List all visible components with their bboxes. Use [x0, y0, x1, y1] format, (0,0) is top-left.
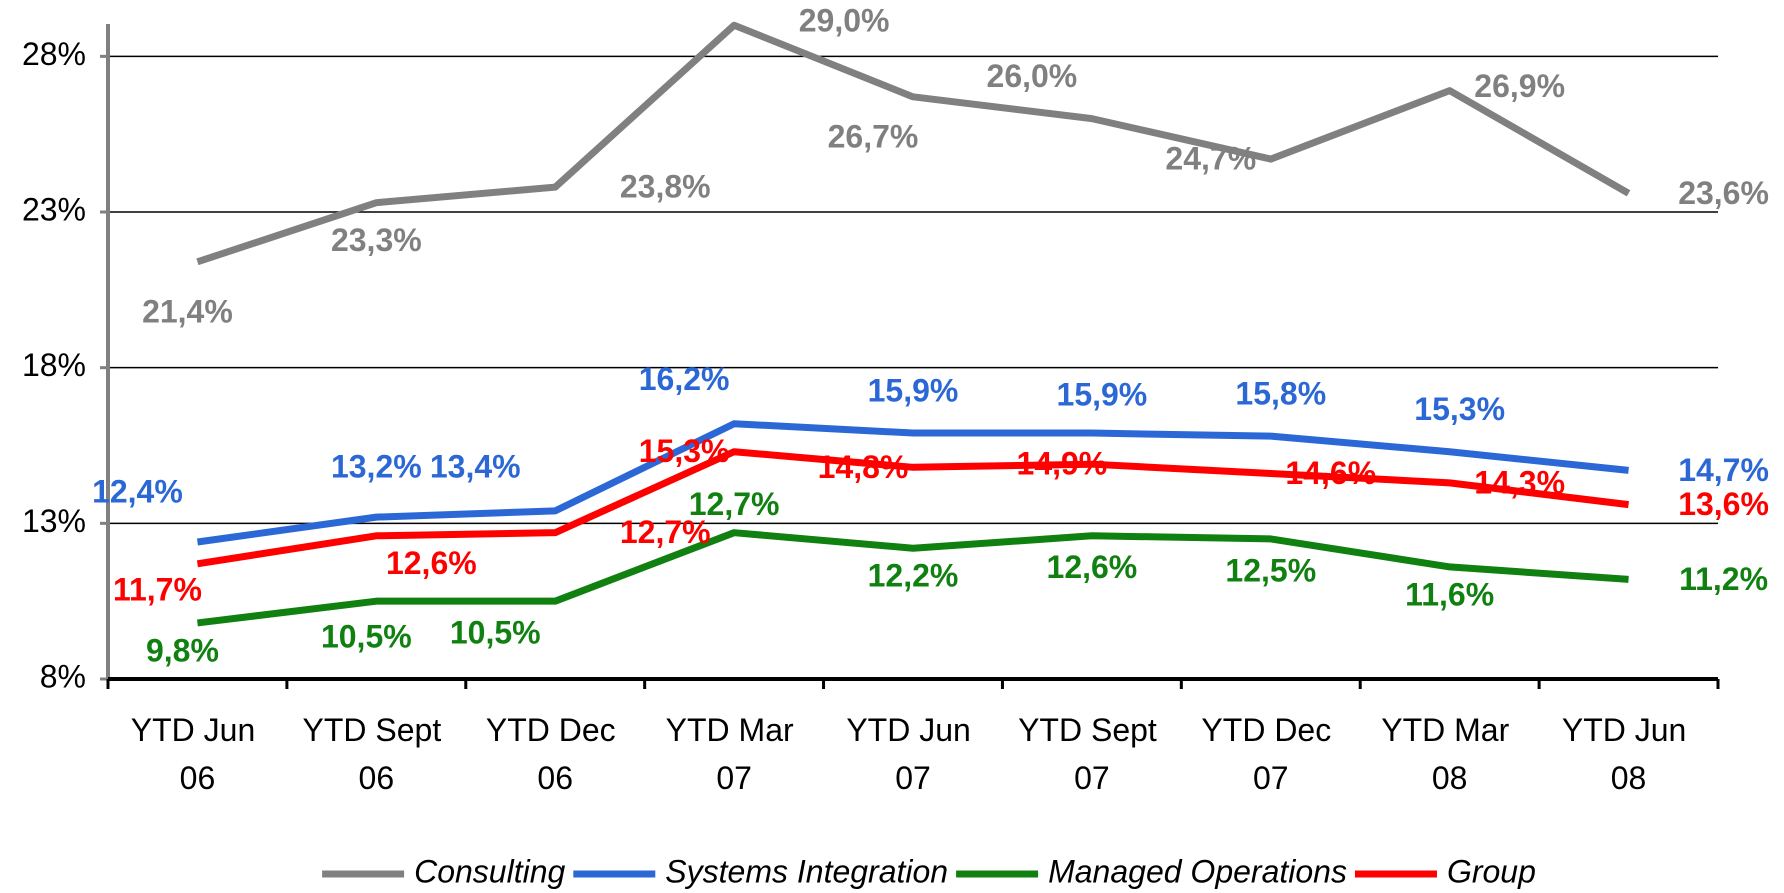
- x-tick-label-line: 07: [1253, 760, 1289, 796]
- series-line: [196, 21, 1631, 266]
- data-label: 23,6%: [1678, 175, 1769, 211]
- x-tick-label-line: 07: [1074, 760, 1110, 796]
- x-tick-label-line: YTD Sept: [1018, 712, 1166, 748]
- data-label: 14,9%: [1017, 446, 1108, 482]
- data-label: 10,5%: [321, 619, 412, 655]
- x-tick-label-line: 07: [716, 760, 752, 796]
- data-label: 13,4%: [430, 448, 521, 484]
- x-tick-label: YTD Sept 06: [303, 712, 451, 796]
- x-tick-label-line: YTD Jun: [131, 712, 264, 748]
- data-label: 21,4%: [142, 293, 233, 329]
- y-tick-label: 28%: [22, 36, 86, 72]
- legend-label: Systems Integration: [665, 853, 948, 889]
- series-line: [196, 448, 1629, 568]
- data-label: 11,2%: [1679, 561, 1768, 597]
- data-label: 10,5%: [450, 615, 541, 651]
- data-label: 15,8%: [1235, 376, 1326, 412]
- x-tick-label-line: 06: [537, 760, 573, 796]
- data-label: 13,2%: [331, 449, 422, 485]
- data-label: 16,2%: [639, 361, 730, 397]
- legend-label: Consulting: [414, 853, 565, 889]
- data-label: 9,8%: [146, 632, 219, 668]
- x-tick-label-line: YTD Mar: [1381, 712, 1518, 748]
- data-label: 12,5%: [1225, 552, 1316, 588]
- y-tick-label: 8%: [40, 658, 86, 694]
- x-tick-label: YTD Dec 07: [1201, 712, 1340, 796]
- y-tick-label: 23%: [22, 191, 86, 227]
- x-tick-label-line: YTD Jun: [1562, 712, 1695, 748]
- data-label: 24,7%: [1165, 141, 1256, 177]
- data-label: 23,8%: [620, 169, 711, 205]
- x-tick-label-line: 06: [180, 760, 216, 796]
- data-label: 12,7%: [620, 514, 711, 550]
- x-tick-label: YTD Jun 08: [1562, 712, 1695, 796]
- data-label: 11,6%: [1405, 576, 1494, 612]
- data-label: 14,3%: [1474, 464, 1565, 500]
- x-tick-label-line: 06: [359, 760, 395, 796]
- data-label: 15,9%: [1057, 377, 1148, 413]
- x-tick-label-line: YTD Sept: [303, 712, 451, 748]
- data-label: 23,3%: [331, 222, 422, 258]
- x-tick-label-line: YTD Dec: [1201, 712, 1340, 748]
- x-tick-label: YTD Mar 08: [1381, 712, 1518, 796]
- data-label: 14,7%: [1678, 452, 1769, 488]
- data-label: 12,4%: [92, 473, 183, 509]
- data-label: 12,6%: [386, 545, 477, 581]
- x-tick-label: YTD Dec 06: [486, 712, 625, 796]
- data-label: 29,0%: [799, 3, 890, 39]
- x-tick-label: YTD Jun 06: [131, 712, 264, 796]
- x-tick-label: YTD Mar 07: [666, 712, 803, 796]
- x-tick-label: YTD Jun 07: [846, 712, 979, 796]
- x-tick-label-line: YTD Mar: [666, 712, 803, 748]
- data-label: 12,2%: [868, 558, 959, 594]
- data-label: 26,9%: [1474, 68, 1565, 104]
- x-tick-label-line: 07: [895, 760, 931, 796]
- x-tick-label-line: YTD Jun: [846, 712, 979, 748]
- data-label: 15,9%: [868, 373, 959, 409]
- series-line: [197, 529, 1629, 627]
- legend-label: Group: [1447, 853, 1536, 889]
- data-label: 12,7%: [689, 486, 780, 522]
- data-label: 26,7%: [828, 118, 919, 154]
- data-label: 14,6%: [1285, 455, 1376, 491]
- x-tick-label-line: 08: [1611, 760, 1647, 796]
- data-label: 12,6%: [1047, 549, 1138, 585]
- x-tick-label-line: 08: [1432, 760, 1468, 796]
- data-label: 14,8%: [818, 449, 909, 485]
- data-label: 11,7%: [113, 571, 202, 607]
- legend: Consulting Systems Integration Managed Ope…: [322, 853, 1536, 889]
- data-label: 26,0%: [987, 58, 1078, 94]
- data-label: 15,3%: [1414, 391, 1505, 427]
- x-tick-label: YTD Sept 07: [1018, 712, 1166, 796]
- y-tick-label: 13%: [22, 503, 86, 539]
- y-tick-label: 18%: [22, 347, 86, 383]
- series-line: [196, 420, 1629, 546]
- data-label: 15,3%: [639, 433, 730, 469]
- legend-label: Managed Operations: [1048, 853, 1347, 889]
- data-label: 13,6%: [1678, 486, 1769, 522]
- x-tick-label-line: YTD Dec: [486, 712, 625, 748]
